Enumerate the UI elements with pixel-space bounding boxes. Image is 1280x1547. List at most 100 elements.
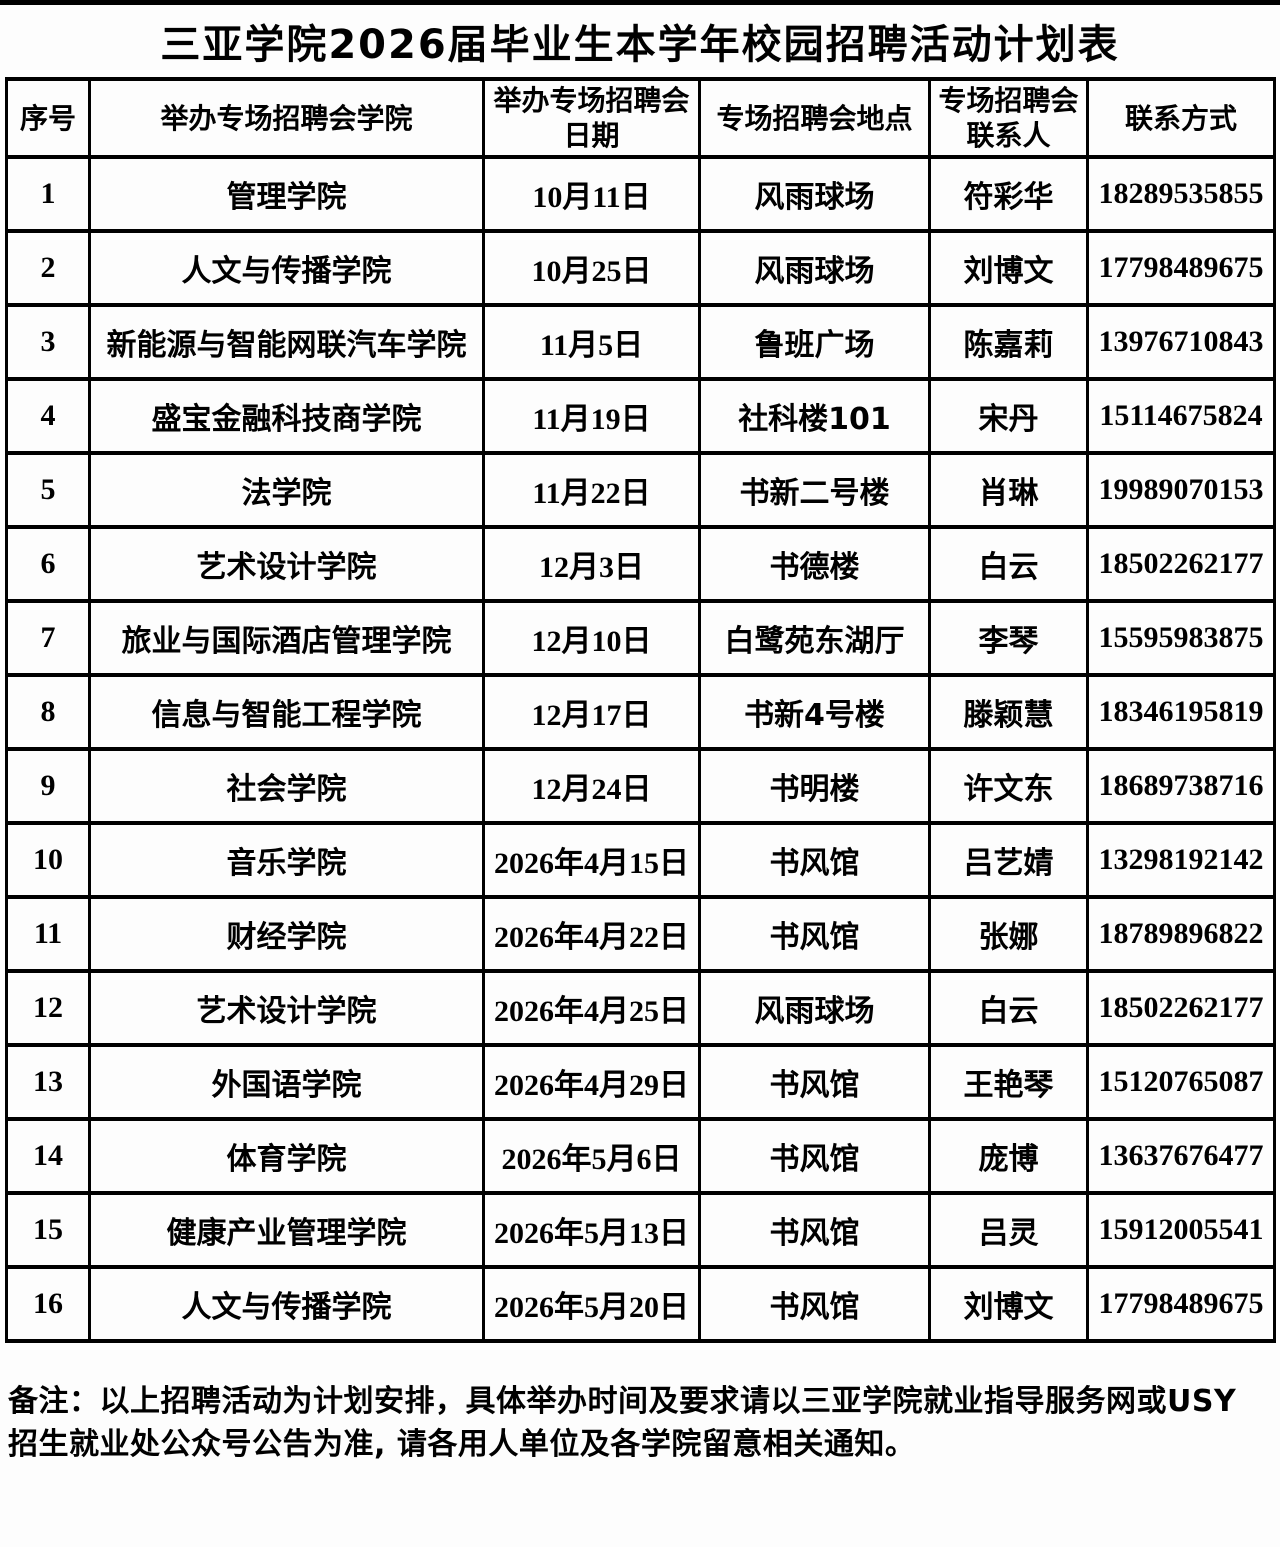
cell-location: 鲁班广场 (698, 303, 931, 381)
cell-date: 2026年5月20日 (482, 1265, 701, 1343)
cell-location: 书风馆 (698, 1043, 931, 1121)
table-row: 3 新能源与智能网联汽车学院 11月5日 鲁班广场 陈嘉莉 13976710843 (5, 303, 1276, 381)
recruitment-schedule-table: 序号 举办专场招聘会学院 举办专场招聘会日期 专场招聘会地点 专场招聘会联系人 … (5, 77, 1276, 1343)
cell-contact: 张娜 (928, 895, 1089, 973)
header-location: 专场招聘会地点 (698, 77, 931, 159)
cell-location: 书新二号楼 (698, 451, 931, 529)
cell-phone: 13298192142 (1086, 821, 1276, 899)
cell-location: 风雨球场 (698, 969, 931, 1047)
cell-date: 2026年4月25日 (482, 969, 701, 1047)
cell-location: 书风馆 (698, 1191, 931, 1269)
table-header: 序号 举办专场招聘会学院 举办专场招聘会日期 专场招聘会地点 专场招聘会联系人 … (5, 77, 1276, 159)
cell-date: 12月3日 (482, 525, 701, 603)
cell-phone: 17798489675 (1086, 229, 1276, 307)
cell-date: 2026年4月15日 (482, 821, 701, 899)
cell-location: 书明楼 (698, 747, 931, 825)
cell-location: 书风馆 (698, 821, 931, 899)
cell-phone: 18289535855 (1086, 155, 1276, 233)
cell-date: 12月17日 (482, 673, 701, 751)
cell-contact: 吕艺婧 (928, 821, 1089, 899)
cell-contact: 肖琳 (928, 451, 1089, 529)
cell-date: 2026年5月6日 (482, 1117, 701, 1195)
cell-location: 书新4号楼 (698, 673, 931, 751)
cell-college: 音乐学院 (88, 821, 485, 899)
header-no: 序号 (5, 77, 91, 159)
cell-no: 13 (5, 1043, 91, 1121)
table-row: 9 社会学院 12月24日 书明楼 许文东 18689738716 (5, 747, 1276, 825)
cell-college: 新能源与智能网联汽车学院 (88, 303, 485, 381)
cell-college: 人文与传播学院 (88, 229, 485, 307)
cell-no: 2 (5, 229, 91, 307)
table-row: 10 音乐学院 2026年4月15日 书风馆 吕艺婧 13298192142 (5, 821, 1276, 899)
table-row: 16 人文与传播学院 2026年5月20日 书风馆 刘博文 17798489675 (5, 1265, 1276, 1343)
cell-contact: 吕灵 (928, 1191, 1089, 1269)
cell-location: 社科楼101 (698, 377, 931, 455)
table-body: 1 管理学院 10月11日 风雨球场 符彩华 18289535855 2 人文与传播学院 10月… (5, 155, 1276, 1343)
cell-contact: 刘博文 (928, 1265, 1089, 1343)
cell-college: 盛宝金融科技商学院 (88, 377, 485, 455)
cell-contact: 王艳琴 (928, 1043, 1089, 1121)
cell-phone: 18789896822 (1086, 895, 1276, 973)
cell-college: 法学院 (88, 451, 485, 529)
cell-no: 6 (5, 525, 91, 603)
cell-contact: 滕颖慧 (928, 673, 1089, 751)
table-header-row: 序号 举办专场招聘会学院 举办专场招聘会日期 专场招聘会地点 专场招聘会联系人 … (5, 77, 1276, 159)
cell-phone: 18689738716 (1086, 747, 1276, 825)
cell-contact: 庞博 (928, 1117, 1089, 1195)
cell-contact: 宋丹 (928, 377, 1089, 455)
cell-no: 5 (5, 451, 91, 529)
cell-college: 财经学院 (88, 895, 485, 973)
table-row: 14 体育学院 2026年5月6日 书风馆 庞博 13637676477 (5, 1117, 1276, 1195)
table-row: 1 管理学院 10月11日 风雨球场 符彩华 18289535855 (5, 155, 1276, 233)
table-row: 6 艺术设计学院 12月3日 书德楼 白云 18502262177 (5, 525, 1276, 603)
top-border-line (0, 0, 1280, 5)
cell-no: 16 (5, 1265, 91, 1343)
cell-phone: 15595983875 (1086, 599, 1276, 677)
cell-no: 8 (5, 673, 91, 751)
cell-college: 人文与传播学院 (88, 1265, 485, 1343)
cell-college: 艺术设计学院 (88, 969, 485, 1047)
cell-phone: 13976710843 (1086, 303, 1276, 381)
cell-no: 3 (5, 303, 91, 381)
cell-college: 社会学院 (88, 747, 485, 825)
table-row: 2 人文与传播学院 10月25日 风雨球场 刘博文 17798489675 (5, 229, 1276, 307)
cell-phone: 15912005541 (1086, 1191, 1276, 1269)
cell-date: 12月24日 (482, 747, 701, 825)
cell-location: 书德楼 (698, 525, 931, 603)
table-row: 4 盛宝金融科技商学院 11月19日 社科楼101 宋丹 15114675824 (5, 377, 1276, 455)
cell-contact: 刘博文 (928, 229, 1089, 307)
cell-no: 9 (5, 747, 91, 825)
cell-location: 书风馆 (698, 1117, 931, 1195)
cell-location: 白鹭苑东湖厅 (698, 599, 931, 677)
footer-note: 备注：以上招聘活动为计划安排，具体举办时间及要求请以三亚学院就业指导服务网或US… (8, 1381, 1270, 1466)
table-row: 12 艺术设计学院 2026年4月25日 风雨球场 白云 18502262177 (5, 969, 1276, 1047)
header-college: 举办专场招聘会学院 (88, 77, 485, 159)
cell-date: 10月11日 (482, 155, 701, 233)
cell-contact: 陈嘉莉 (928, 303, 1089, 381)
cell-date: 2026年4月29日 (482, 1043, 701, 1121)
cell-date: 12月10日 (482, 599, 701, 677)
cell-college: 管理学院 (88, 155, 485, 233)
table-row: 8 信息与智能工程学院 12月17日 书新4号楼 滕颖慧 18346195819 (5, 673, 1276, 751)
cell-college: 旅业与国际酒店管理学院 (88, 599, 485, 677)
footer-note-line-1: 备注：以上招聘活动为计划安排，具体举办时间及要求请以三亚学院就业指导服务网或US… (8, 1384, 1237, 1419)
cell-phone: 19989070153 (1086, 451, 1276, 529)
footer-note-line-2: 招生就业处公众号公告为准, 请各用人单位及各学院留意相关通知。 (8, 1426, 916, 1462)
cell-phone: 15120765087 (1086, 1043, 1276, 1121)
cell-contact: 李琴 (928, 599, 1089, 677)
header-contact: 专场招聘会联系人 (928, 77, 1089, 159)
cell-college: 健康产业管理学院 (88, 1191, 485, 1269)
table-row: 7 旅业与国际酒店管理学院 12月10日 白鹭苑东湖厅 李琴 15595983875 (5, 599, 1276, 677)
cell-date: 10月25日 (482, 229, 701, 307)
cell-contact: 许文东 (928, 747, 1089, 825)
cell-phone: 15114675824 (1086, 377, 1276, 455)
cell-college: 信息与智能工程学院 (88, 673, 485, 751)
cell-no: 1 (5, 155, 91, 233)
cell-date: 2026年4月22日 (482, 895, 701, 973)
cell-phone: 13637676477 (1086, 1117, 1276, 1195)
page-title: 三亚学院2026届毕业生本学年校园招聘活动计划表 (160, 22, 1120, 68)
cell-no: 11 (5, 895, 91, 973)
cell-date: 11月5日 (482, 303, 701, 381)
header-phone: 联系方式 (1086, 77, 1276, 159)
